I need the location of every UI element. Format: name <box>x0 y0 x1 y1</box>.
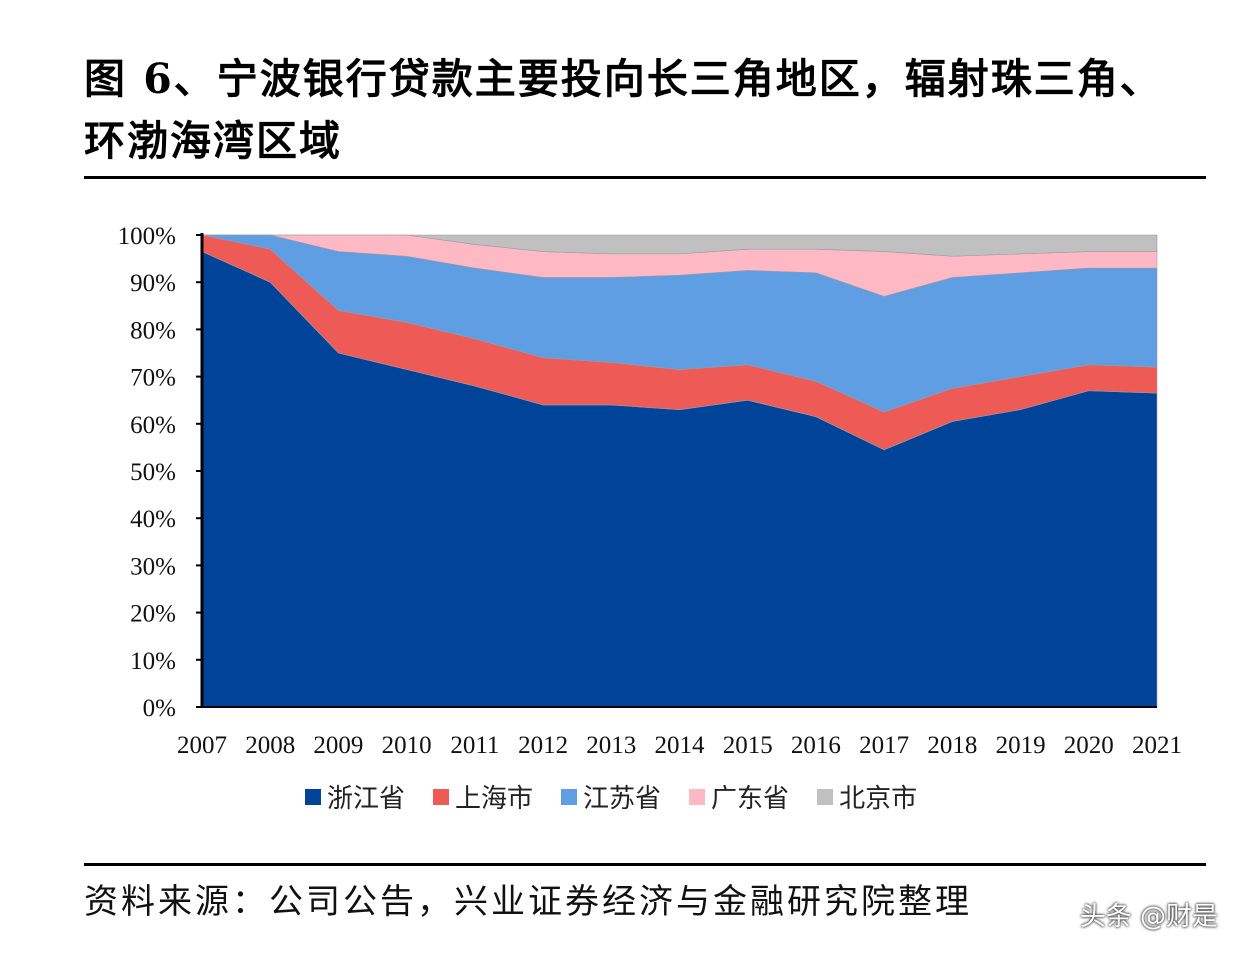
y-tick-label: 20% <box>130 601 176 628</box>
bottom-rule <box>84 863 1206 866</box>
x-tick-label: 2019 <box>996 732 1046 759</box>
y-tick-label: 40% <box>130 506 176 533</box>
legend-label: 广东省 <box>711 784 790 814</box>
y-tick-label: 30% <box>130 553 176 580</box>
x-tick-label: 2021 <box>1132 732 1182 759</box>
stacked-area-chart: 0% 10% 20% 30% 40% 50% 60% 70% 80% 90% 100% 2007 200… <box>118 223 1182 759</box>
legend-item: 江苏省 <box>561 778 661 815</box>
y-tick-label: 80% <box>130 317 176 344</box>
y-tick-label: 60% <box>130 412 176 439</box>
x-tick-label: 2007 <box>177 732 227 759</box>
figure-title: 图 6、宁波银行贷款主要投向长三角地区，辐射珠三角、环渤海湾区域 <box>84 55 1163 165</box>
x-tick-label: 2014 <box>655 732 706 759</box>
x-tick-label: 2018 <box>927 732 977 759</box>
legend-item: 浙江省 <box>305 778 405 815</box>
x-tick-label: 2010 <box>382 732 432 759</box>
legend-item: 上海市 <box>433 778 533 815</box>
legend-label: 江苏省 <box>583 784 662 814</box>
legend-swatch <box>305 788 321 805</box>
legend-swatch <box>817 788 834 805</box>
y-tick-label: 0% <box>143 695 176 722</box>
source-note: 资料来源：公司公告，兴业证券经济与金融研究院整理 <box>84 882 972 922</box>
y-tick-label: 100% <box>118 223 176 250</box>
legend: 浙江省 上海市 江苏省 广东省 北京市 <box>305 778 917 815</box>
x-tick-label: 2020 <box>1064 732 1114 759</box>
watermark: 头条 @财是 <box>1079 902 1218 932</box>
x-tick-label: 2017 <box>859 732 909 759</box>
legend-label: 上海市 <box>455 784 534 814</box>
y-tick-label: 10% <box>130 648 176 675</box>
legend-label: 浙江省 <box>327 784 406 814</box>
y-tick-label: 70% <box>130 365 176 392</box>
legend-swatch <box>433 788 450 805</box>
legend-item: 北京市 <box>817 778 917 815</box>
top-rule <box>84 176 1206 179</box>
area-series-4 <box>202 234 1158 257</box>
x-tick-label: 2008 <box>245 732 295 759</box>
x-tick-label: 2009 <box>313 732 363 759</box>
legend-item: 广东省 <box>689 778 789 815</box>
legend-label: 北京市 <box>839 784 918 814</box>
y-tick-label: 90% <box>130 270 176 297</box>
x-tick-label: 2015 <box>723 732 773 759</box>
legend-swatch <box>561 788 578 805</box>
x-tick-label: 2016 <box>791 732 841 759</box>
x-tick-label: 2013 <box>586 732 636 759</box>
legend-swatch <box>689 788 706 805</box>
x-tick-label: 2011 <box>450 732 499 759</box>
y-tick-label: 50% <box>130 459 176 486</box>
x-tick-label: 2012 <box>518 732 568 759</box>
